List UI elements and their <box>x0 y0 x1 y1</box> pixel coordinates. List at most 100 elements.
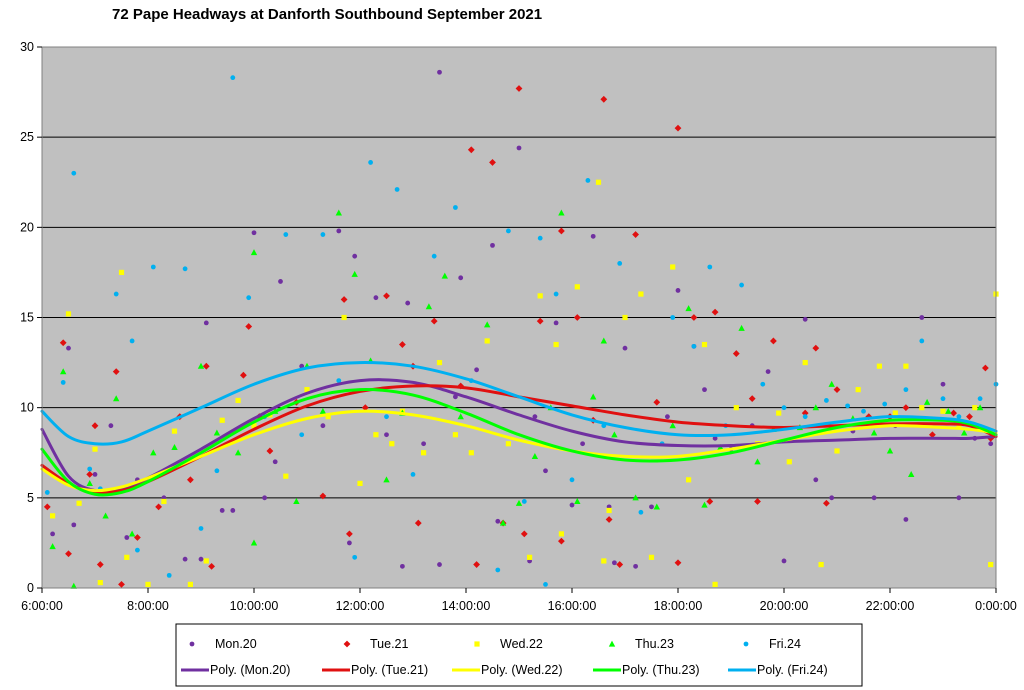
data-point <box>351 270 358 277</box>
data-point <box>208 562 215 570</box>
data-point <box>399 341 406 348</box>
data-point <box>669 422 676 429</box>
data-point <box>686 477 692 483</box>
data-point <box>532 414 538 420</box>
data-point <box>293 498 300 505</box>
x-tick-label: 20:00:00 <box>760 599 809 613</box>
x-tick-label: 10:00:00 <box>230 599 279 613</box>
data-point <box>929 431 936 439</box>
data-point <box>961 429 968 436</box>
data-point <box>617 261 623 266</box>
data-point <box>60 380 66 385</box>
data-point <box>861 408 866 414</box>
data-point <box>71 170 77 176</box>
data-point <box>670 315 676 320</box>
legend-label: Poly. (Fri.24) <box>757 663 828 677</box>
data-point <box>452 432 458 438</box>
data-point <box>908 470 915 477</box>
data-point <box>430 317 438 325</box>
data-point <box>65 311 72 317</box>
data-point <box>490 242 495 248</box>
data-point <box>712 581 718 587</box>
data-point <box>44 490 50 495</box>
data-point <box>903 387 909 393</box>
data-point <box>108 423 114 429</box>
data-point <box>733 405 739 411</box>
data-point <box>537 235 543 241</box>
data-point <box>707 264 713 270</box>
data-point <box>612 560 617 566</box>
data-point <box>347 540 352 546</box>
data-point <box>352 253 358 259</box>
data-point <box>341 314 347 321</box>
data-point <box>802 359 808 366</box>
data-point <box>674 124 682 132</box>
data-point <box>319 407 327 414</box>
data-point <box>972 405 978 411</box>
data-point <box>569 502 575 508</box>
data-point <box>829 495 835 501</box>
data-point <box>590 233 596 239</box>
data-point <box>437 562 442 567</box>
data-point <box>553 341 559 348</box>
data-point <box>410 471 416 477</box>
data-point <box>266 447 274 455</box>
data-point <box>336 378 342 384</box>
data-point <box>197 362 205 369</box>
data-point <box>600 95 608 103</box>
data-point <box>665 414 670 420</box>
data-point <box>484 338 490 344</box>
legend-marker <box>608 640 616 647</box>
data-point <box>685 305 692 312</box>
data-point <box>515 499 523 506</box>
data-point <box>43 503 51 511</box>
data-point <box>903 363 909 369</box>
x-tick-label: 8:00:00 <box>127 599 169 613</box>
data-point <box>118 269 125 276</box>
data-point <box>320 232 326 237</box>
data-point <box>781 558 787 564</box>
data-point <box>320 423 326 429</box>
legend-label: Tue.21 <box>370 637 409 651</box>
data-point <box>760 381 766 387</box>
data-point <box>833 386 841 394</box>
data-point <box>876 363 882 369</box>
data-point <box>336 228 342 234</box>
data-point <box>956 495 962 501</box>
data-point <box>824 398 829 403</box>
data-point <box>421 441 426 447</box>
data-point <box>828 380 835 387</box>
data-point <box>765 369 771 374</box>
legend-label: Poly. (Thu.23) <box>622 663 700 677</box>
data-point <box>213 429 221 436</box>
data-point <box>60 368 67 375</box>
data-point <box>882 401 888 407</box>
data-point <box>600 337 607 344</box>
data-point <box>124 554 130 560</box>
data-point <box>622 314 628 321</box>
data-point <box>801 409 809 417</box>
data-point <box>489 159 496 166</box>
data-point <box>812 344 820 352</box>
data-point <box>495 567 501 573</box>
data-point <box>543 468 548 474</box>
data-point <box>112 368 120 375</box>
data-point <box>531 452 539 459</box>
y-tick-label: 15 <box>20 311 34 325</box>
data-point <box>219 508 225 513</box>
data-point <box>622 345 628 351</box>
data-point <box>91 422 99 430</box>
legend: Mon.20 Tue.21 Wed.22 Thu.23 Fri.24 Poly. (Mon… <box>175 623 863 687</box>
data-point <box>988 561 994 568</box>
data-point <box>182 556 188 562</box>
data-point <box>86 480 93 487</box>
data-point <box>590 393 597 400</box>
data-point <box>543 581 548 587</box>
data-point <box>278 279 283 284</box>
data-point <box>802 316 808 322</box>
data-point <box>76 500 82 506</box>
data-point <box>950 409 957 417</box>
data-point <box>499 519 507 526</box>
data-point <box>505 441 511 447</box>
data-point <box>65 550 72 558</box>
